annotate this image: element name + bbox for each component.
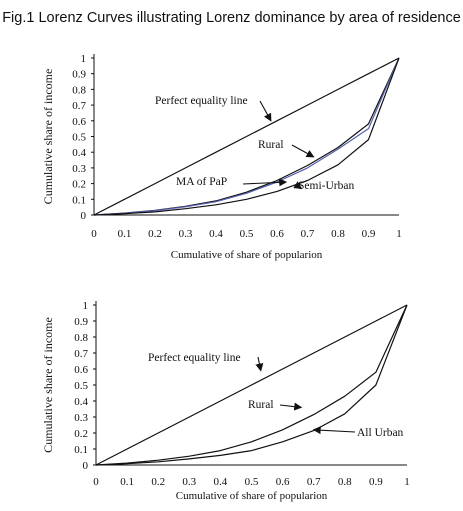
chart-panel-1: 0 0.1 0.2 0.3 0.4 0.5 0.6 0.7 0.8 0.9 1 0 0.1 0.2 0.3 0…	[41, 53, 402, 261]
y-tick-label: 0.8	[74, 332, 88, 344]
x-tick-label: 0.6	[270, 228, 284, 240]
y-tick-label: 0.9	[72, 69, 86, 81]
x-tick-label: 1	[396, 228, 402, 240]
annotation-label: Perfect equality line	[155, 95, 248, 107]
x-tick-label: 0.7	[301, 228, 315, 240]
y-tick-label: 0.3	[72, 163, 86, 175]
y-tick-label: 0.3	[74, 412, 88, 424]
x-tick-label: 0.7	[307, 476, 321, 488]
y-tick-label: 0.5	[72, 132, 86, 144]
y-tick-label: 0.1	[74, 444, 88, 456]
y-tick-label: 0.7	[74, 348, 88, 360]
series-line-perfect-equality-line	[95, 304, 408, 466]
x-tick-label: 0.5	[245, 476, 259, 488]
annotation-label: Semi-Urban	[298, 180, 354, 192]
x-axis-label: Cumulative of share of popularion	[171, 249, 323, 261]
x-tick-label: 0.6	[276, 476, 290, 488]
y-tick-label: 0.4	[72, 147, 86, 159]
y-tick-label: 0.6	[74, 364, 88, 376]
series-line-rural	[95, 304, 408, 466]
y-tick-label: 0.4	[74, 396, 88, 408]
series-line-all-urban	[95, 304, 408, 466]
x-tick-label: 0	[91, 228, 97, 240]
x-tick-label: 0.3	[179, 228, 193, 240]
x-tick-label: 0.9	[369, 476, 383, 488]
x-tick-label: 0.1	[118, 228, 132, 240]
y-tick-label: 0	[83, 460, 89, 472]
annotation-arrow	[312, 426, 356, 435]
series-line-semi-urban	[93, 57, 400, 216]
annotation-arrow	[279, 402, 303, 411]
y-tick-label: 0.5	[74, 380, 88, 392]
y-tick-label: 0.2	[72, 179, 86, 191]
x-tick-label: 0.9	[362, 228, 376, 240]
figure-title: Fig.1 Lorenz Curves illustrating Lorenz …	[2, 10, 461, 26]
annotation-arrow	[255, 356, 264, 372]
y-tick-label: 1	[83, 300, 89, 312]
y-tick-label: 0.2	[74, 428, 88, 440]
x-tick-label: 0.3	[182, 476, 196, 488]
annotation-arrow	[259, 100, 272, 122]
y-axis-label: Cumulative share of income	[41, 69, 55, 205]
y-tick-label: 0	[81, 210, 87, 222]
x-tick-label: 0.8	[338, 476, 352, 488]
annotation-arrow	[293, 181, 303, 189]
y-axis-label: Cumulative share of income	[41, 317, 55, 453]
y-tick-label: 0.7	[72, 100, 86, 112]
y-tick-label: 0.1	[72, 194, 86, 206]
annotation-label: MA of PaP	[176, 176, 227, 188]
x-tick-label: 0.4	[209, 228, 223, 240]
x-tick-label: 0.2	[151, 476, 165, 488]
annotation-label: Perfect equality line	[148, 352, 241, 364]
y-tick-label: 0.8	[72, 84, 86, 96]
y-tick-label: 0.6	[72, 116, 86, 128]
x-tick-label: 0.4	[214, 476, 228, 488]
annotation-arrow	[242, 178, 288, 187]
annotation-label: All Urban	[357, 427, 404, 439]
series-line-perfect-equality-line	[93, 57, 400, 216]
x-tick-label: 0.2	[148, 228, 162, 240]
y-tick-label: 0.9	[74, 316, 88, 328]
x-tick-label: 0.5	[240, 228, 254, 240]
x-tick-label: 1	[404, 476, 410, 488]
x-axis-label: Cumulative of share of popularion	[176, 490, 328, 502]
annotation-label: Rural	[258, 139, 284, 151]
y-tick-label: 1	[81, 53, 87, 65]
annotation-arrow	[291, 144, 315, 158]
annotation-label: Rural	[248, 399, 274, 411]
chart-panel-2: 0 0.1 0.2 0.3 0.4 0.5 0.6 0.7 0.8 0.9 1 0 0.1 0.2 0.3 0…	[41, 300, 410, 502]
x-tick-label: 0	[93, 476, 99, 488]
x-tick-label: 0.8	[331, 228, 345, 240]
series-line-ma-of-pap	[93, 57, 400, 216]
x-tick-label: 0.1	[120, 476, 134, 488]
